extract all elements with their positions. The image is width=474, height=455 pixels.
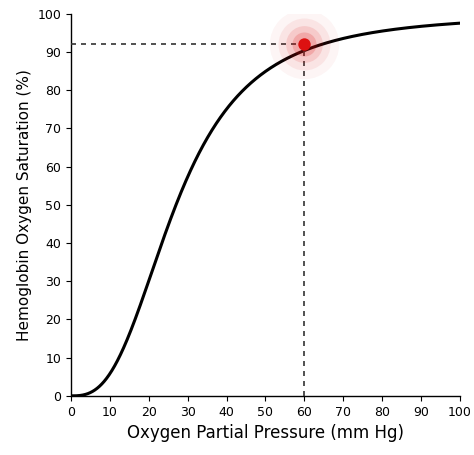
Y-axis label: Hemoglobin Oxygen Saturation (%): Hemoglobin Oxygen Saturation (%) [17,69,32,341]
Point [301,40,308,48]
X-axis label: Oxygen Partial Pressure (mm Hg): Oxygen Partial Pressure (mm Hg) [127,424,404,442]
Point [301,40,308,48]
Point [301,40,308,48]
Point [301,40,308,48]
Point [301,40,308,48]
